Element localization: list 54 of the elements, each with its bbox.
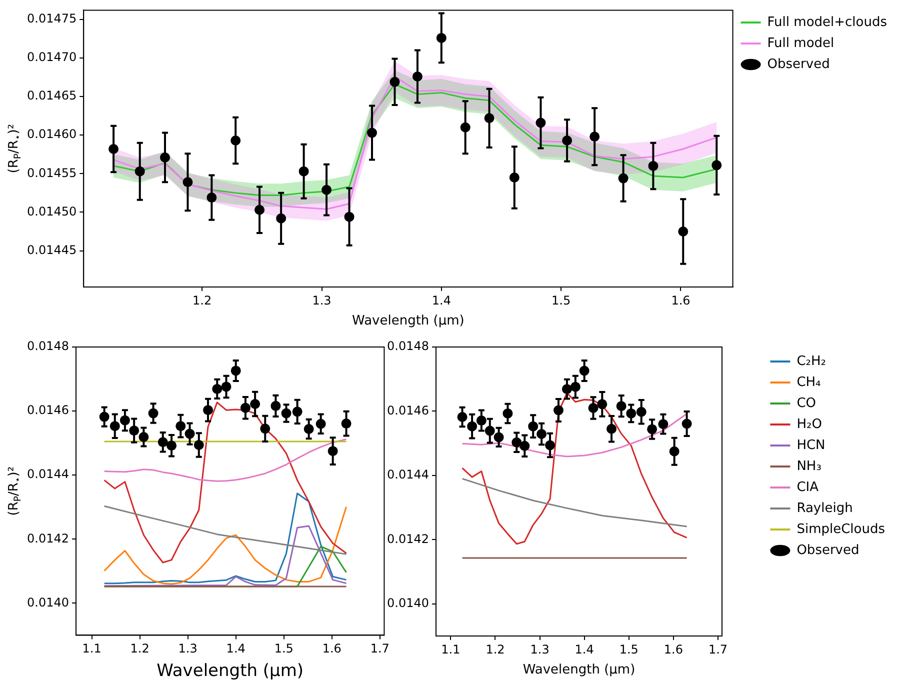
x-tick-label: 1.4 bbox=[432, 293, 451, 308]
y-tick-label: 0.0142 bbox=[386, 532, 429, 546]
legend-label: CIA bbox=[796, 480, 819, 495]
x-axis-title: Wavelength (μm) bbox=[352, 314, 464, 329]
y-tick-label: 0.01450 bbox=[27, 204, 77, 218]
legend-label: CO bbox=[796, 396, 816, 411]
x-axis-title: Wavelength (μm) bbox=[156, 661, 304, 682]
y-tick-label: 0.01475 bbox=[27, 12, 77, 26]
x-tick-label: 1.4 bbox=[226, 642, 246, 656]
x-axis-title: Wavelength (μm) bbox=[522, 662, 636, 678]
legend-label: NH₃ bbox=[796, 458, 822, 474]
x-tick-label: 1.1 bbox=[441, 642, 460, 656]
x-tick-label: 1.5 bbox=[274, 642, 294, 656]
y-tick-label: 0.01460 bbox=[27, 127, 77, 142]
x-tick-label: 1.6 bbox=[322, 642, 342, 656]
legend-label: Rayleigh bbox=[796, 500, 853, 516]
legend-label: Full model bbox=[767, 36, 834, 51]
y-tick-label: 0.0140 bbox=[386, 596, 429, 610]
y-axis-title: (RP/R⋆)² bbox=[6, 466, 24, 516]
x-tick-label: 1.2 bbox=[192, 293, 212, 308]
legend-label: C₂H₂ bbox=[796, 354, 826, 369]
y-tick-label: 0.0142 bbox=[26, 531, 69, 546]
legend-label: Observed bbox=[767, 56, 830, 72]
x-tick-label: 1.3 bbox=[312, 293, 332, 308]
x-tick-label: 1.3 bbox=[178, 642, 198, 656]
y-tick-label: 0.0146 bbox=[386, 403, 429, 418]
legend-label: H₂O bbox=[796, 416, 822, 432]
x-tick-label: 1.5 bbox=[619, 642, 638, 656]
x-tick-label: 1.7 bbox=[708, 642, 728, 656]
y-axis-title: (RP/R⋆)² bbox=[6, 124, 24, 174]
y-tick-label: 0.0144 bbox=[386, 468, 429, 482]
legend-label: CH₄ bbox=[796, 374, 821, 390]
x-tick-label: 1.4 bbox=[574, 642, 594, 656]
x-tick-label: 1.5 bbox=[552, 293, 571, 308]
x-tick-label: 1.3 bbox=[530, 642, 550, 656]
x-tick-label: 1.2 bbox=[486, 642, 505, 656]
y-tick-label: 0.0146 bbox=[26, 403, 69, 418]
y-tick-label: 0.0140 bbox=[26, 595, 69, 610]
y-tick-label: 0.01470 bbox=[27, 50, 77, 64]
y-tick-label: 0.01445 bbox=[27, 242, 77, 257]
x-tick-label: 1.6 bbox=[671, 293, 690, 308]
y-tick-label: 0.0148 bbox=[386, 339, 429, 354]
x-tick-label: 1.7 bbox=[370, 642, 390, 656]
y-tick-label: 0.01465 bbox=[27, 88, 77, 103]
y-tick-label: 0.01455 bbox=[27, 166, 77, 180]
legend-label: Observed bbox=[796, 542, 860, 558]
y-tick-label: 0.0144 bbox=[26, 467, 69, 482]
legend-label: HCN bbox=[796, 438, 826, 453]
x-tick-label: 1.2 bbox=[130, 642, 150, 656]
x-tick-label: 1.6 bbox=[664, 642, 683, 656]
y-tick-label: 0.0148 bbox=[26, 339, 69, 354]
x-tick-label: 1.1 bbox=[82, 642, 102, 656]
legend-label: Full model+clouds bbox=[767, 14, 888, 30]
legend-label: SimpleClouds bbox=[796, 522, 886, 537]
